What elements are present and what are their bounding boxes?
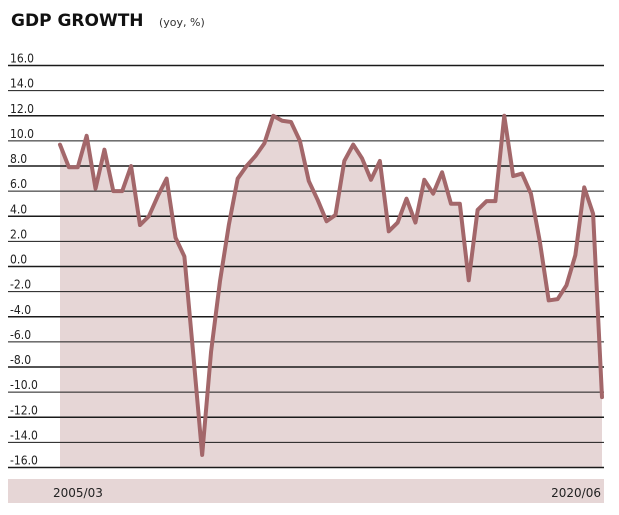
y-tick-label: -14.0 <box>10 428 38 442</box>
y-tick-label: -2.0 <box>10 278 31 292</box>
y-tick-label: 4.0 <box>10 202 27 216</box>
y-tick-label: -6.0 <box>10 328 31 342</box>
y-tick-label: 8.0 <box>10 152 27 166</box>
y-tick-label: -16.0 <box>10 454 38 468</box>
y-tick-label: -4.0 <box>10 303 31 317</box>
y-tick-label: -8.0 <box>10 353 31 367</box>
x-label-start: 2005/03 <box>53 486 103 500</box>
x-label-end: 2020/06 <box>551 486 601 500</box>
series-line <box>58 113 604 457</box>
plot-area: 16.0 14.0 12.0 10.0 8.0 6.0 4.0 2.0 0.0 -2.0 -4.0 -… <box>8 52 604 469</box>
y-tick-label: 2.0 <box>10 227 27 241</box>
y-tick-label: -12.0 <box>10 403 38 417</box>
y-tick-label: 12.0 <box>10 102 34 116</box>
y-tick-label: -10.0 <box>10 378 38 392</box>
y-tick-label: 6.0 <box>10 177 27 191</box>
y-axis-labels: 16.0 14.0 12.0 10.0 8.0 6.0 4.0 2.0 0.0 -2.0 -4.0 -… <box>10 52 38 468</box>
y-tick-label: 14.0 <box>10 77 34 91</box>
chart-title: GDP GROWTH <box>11 11 144 31</box>
y-tick-label: 0.0 <box>10 253 27 267</box>
y-tick-label: 16.0 <box>10 52 34 66</box>
y-tick-label: 10.0 <box>10 127 34 141</box>
x-axis-band <box>8 479 604 503</box>
chart-subtitle: (yoy, %) <box>159 16 205 29</box>
